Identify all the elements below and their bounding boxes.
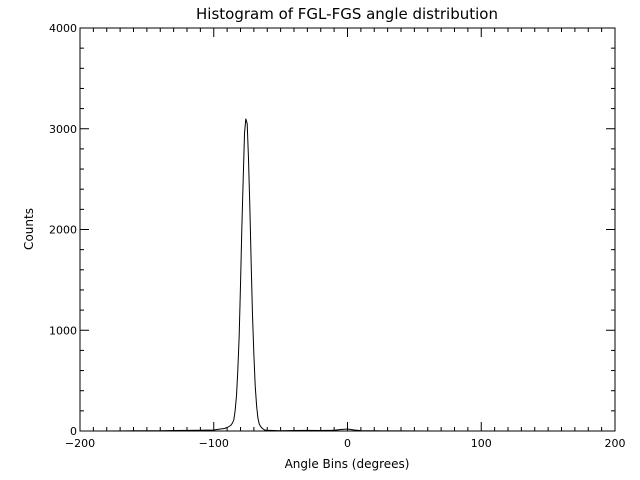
- chart-title: Histogram of FGL-FGS angle distribution: [196, 5, 498, 23]
- plot-frame: [79, 27, 616, 432]
- x-tick-label: 0: [344, 437, 351, 450]
- x-tick-label: 100: [471, 437, 492, 450]
- y-tick-label: 0: [70, 425, 77, 438]
- x-tick-label: −200: [65, 437, 95, 450]
- y-tick-label: 3000: [49, 123, 77, 136]
- y-tick-label: 2000: [49, 224, 77, 237]
- y-tick-label: 1000: [49, 324, 77, 337]
- x-tick-label: 200: [605, 437, 626, 450]
- y-axis-label: Counts: [22, 208, 36, 250]
- x-axis-label: Angle Bins (degrees): [285, 457, 410, 471]
- y-tick-label: 4000: [49, 22, 77, 35]
- series-line-counts: [80, 118, 615, 432]
- x-tick-label: −100: [199, 437, 229, 450]
